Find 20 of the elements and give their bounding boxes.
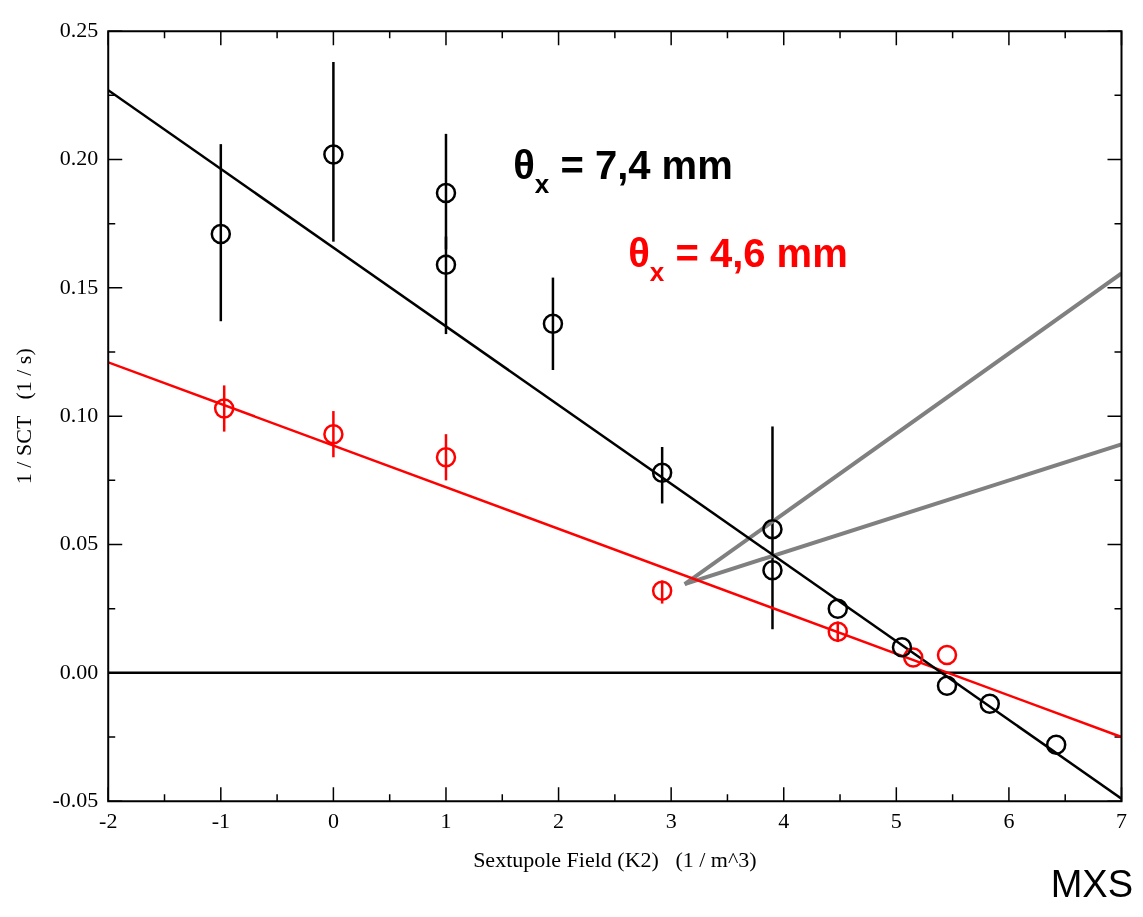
y-tick-label: 0.10 (59, 401, 99, 427)
x-tick-label: 3 (665, 808, 677, 834)
x-tick-label: 0 (327, 808, 339, 834)
y-axis-title: 1 / SCT (1 / s) (10, 348, 36, 485)
y-tick-label: 0.25 (59, 16, 99, 42)
x-axis-title: Sextupole Field (K2) (1 / m^3) (473, 846, 757, 872)
x-tick-label: 4 (778, 808, 790, 834)
y-tick-label: 0.15 (59, 273, 99, 299)
x-tick-label: -2 (99, 808, 118, 834)
y-tick-label: -0.05 (52, 786, 99, 812)
x-tick-label: 1 (440, 808, 452, 834)
y-tick-label: 0.20 (59, 145, 99, 171)
y-tick-label: 0.05 (59, 530, 99, 556)
x-tick-label: -1 (211, 808, 230, 834)
x-tick-label: 2 (553, 808, 565, 834)
x-tick-label: 7 (1116, 808, 1127, 834)
x-tick-label: 6 (1003, 808, 1015, 834)
y-tick-label: 0.00 (59, 658, 99, 684)
text: MXS (1050, 863, 1133, 906)
x-tick-label: 5 (890, 808, 902, 834)
